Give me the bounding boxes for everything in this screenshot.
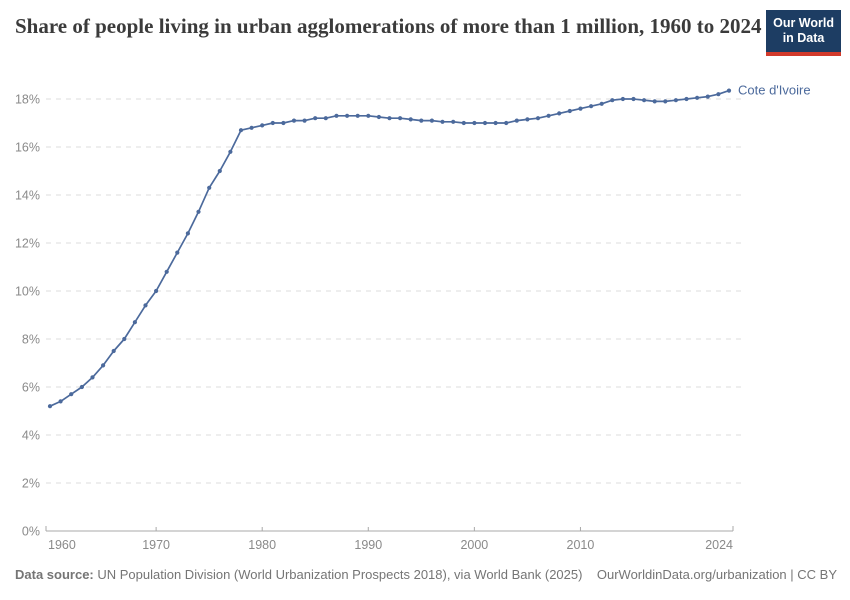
data-point[interactable] [684,96,689,102]
data-source-note: Data source: UN Population Division (Wor… [15,567,582,582]
data-point[interactable] [716,92,721,97]
data-point[interactable] [366,113,371,118]
y-tick-label: 2% [22,477,40,491]
entity-label: Cote d'Ivoire [738,83,811,98]
data-point[interactable] [461,120,466,126]
data-point[interactable] [122,336,127,342]
data-point[interactable] [47,404,53,409]
owid-logo-line1: Our World [773,16,834,30]
footer-link[interactable]: OurWorldinData.org/urbanization | CC BY [596,567,837,582]
data-point[interactable] [419,118,424,123]
y-tick-label: 0% [22,525,40,539]
data-point[interactable] [334,113,339,118]
y-tick-label: 10% [15,285,40,299]
data-point[interactable] [610,98,615,103]
data-point[interactable] [663,99,668,104]
data-point[interactable] [323,116,328,121]
data-point[interactable] [355,113,360,118]
data-point[interactable] [642,98,647,103]
x-tick-label: 1970 [142,538,170,552]
data-point[interactable] [249,125,254,130]
data-point[interactable] [578,106,583,111]
data-point[interactable] [260,123,265,128]
data-point[interactable] [69,392,74,397]
data-point[interactable] [196,209,201,214]
data-point[interactable] [451,119,456,124]
data-point[interactable] [535,116,541,121]
owid-logo: Our World in Data [766,10,841,56]
y-tick-label: 16% [15,141,40,155]
data-point[interactable] [398,116,403,121]
data-point[interactable] [567,108,572,114]
x-tick-label: 1960 [48,538,76,552]
data-point[interactable] [270,120,275,126]
y-tick-label: 18% [15,93,40,107]
x-tick-label: 2024 [705,538,733,552]
data-point[interactable] [440,119,445,124]
data-point[interactable] [429,118,434,123]
data-point[interactable] [557,111,562,116]
data-point[interactable] [482,120,488,126]
data-point[interactable] [207,185,212,190]
data-point[interactable] [291,118,297,123]
data-point[interactable] [302,118,307,123]
data-point[interactable] [589,104,594,109]
data-point[interactable] [652,99,657,104]
data-point[interactable] [705,94,710,99]
data-point[interactable] [376,114,381,120]
data-point[interactable] [111,348,116,354]
data-point[interactable] [514,118,519,123]
data-point[interactable] [90,375,95,380]
data-point[interactable] [345,113,350,118]
x-tick-label: 2000 [460,538,488,552]
owid-logo-line2: in Data [782,31,825,46]
data-point[interactable] [546,113,551,118]
data-point[interactable] [154,288,159,294]
data-source-text: UN Population Division (World Urbanizati… [93,567,583,582]
x-tick-label: 1980 [248,538,276,552]
chart-footer: Data source: UN Population Division (Wor… [15,567,837,582]
y-tick-label: 8% [22,333,40,347]
data-point[interactable] [525,117,530,122]
page-title: Share of people living in urban agglomer… [15,14,762,38]
data-source-label: Data source: [15,567,94,582]
data-point[interactable] [58,399,63,404]
y-tick-label: 12% [15,237,40,251]
data-point[interactable] [620,96,626,102]
data-point[interactable] [408,117,413,122]
data-point[interactable] [695,95,700,100]
data-point[interactable] [472,120,477,126]
data-point[interactable] [175,250,180,255]
data-point[interactable] [387,116,392,121]
data-point[interactable] [281,120,286,126]
x-tick-label: 1990 [354,538,382,552]
data-point[interactable] [228,149,233,154]
y-tick-label: 6% [22,381,40,395]
data-point[interactable] [726,88,732,93]
data-point[interactable] [238,128,244,133]
y-tick-label: 4% [22,429,40,443]
data-point[interactable] [673,98,679,103]
data-point[interactable] [101,363,106,368]
data-point[interactable] [217,168,222,174]
data-point[interactable] [79,384,84,390]
data-point[interactable] [185,231,190,236]
data-point[interactable] [493,120,498,126]
y-tick-label: 14% [15,189,40,203]
x-tick-label: 2010 [567,538,595,552]
data-point[interactable] [504,120,509,126]
data-point[interactable] [132,320,137,325]
data-point[interactable] [631,96,636,102]
data-point[interactable] [313,116,318,121]
data-point[interactable] [164,269,169,274]
series-line [49,89,730,408]
data-point[interactable] [143,303,148,308]
data-point[interactable] [599,101,604,106]
line-chart[interactable]: 0% 2% 4% 6% 8% 10% 12% 14% 16% 18% 1960 1970 1980 199… [0,78,850,560]
